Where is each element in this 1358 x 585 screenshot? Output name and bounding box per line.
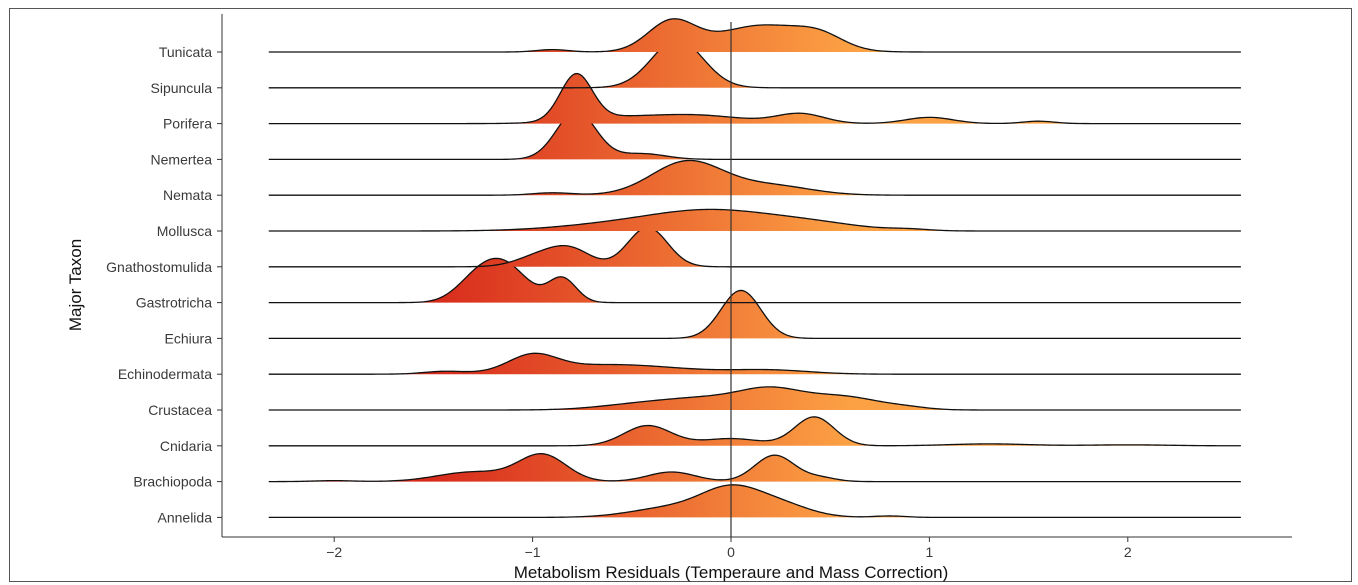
ridge-fill-gnathostomulida — [268, 227, 1241, 267]
x-tick-label: 2 — [1124, 544, 1132, 560]
ridge-line-porifera — [268, 72, 1241, 125]
ridge-line-annelida — [268, 484, 1241, 519]
y-axis-title: Major Taxon — [66, 239, 85, 331]
category-label-gnathostomulida: Gnathostomulida — [106, 259, 212, 275]
ridge-line-sipuncula — [268, 39, 1241, 89]
x-tick-label: 1 — [926, 544, 934, 560]
category-label-echinodermata: Echinodermata — [118, 366, 212, 382]
ridge-fill-cnidaria — [268, 416, 1241, 446]
category-label-crustacea: Crustacea — [148, 402, 212, 418]
x-tick-label: 0 — [727, 544, 735, 560]
ridge-fill-porifera — [268, 73, 1241, 124]
ridge-line-echiura — [268, 289, 1241, 340]
category-label-nemertea: Nemertea — [151, 151, 213, 167]
x-tick-label: −2 — [326, 544, 342, 560]
ridges-group — [268, 18, 1241, 519]
category-label-brachiopoda: Brachiopoda — [133, 474, 212, 490]
ridge-fill-mollusca — [268, 209, 1241, 231]
ridge-line-tunicata — [268, 18, 1241, 53]
category-label-echiura: Echiura — [165, 330, 213, 346]
category-label-tunicata: Tunicata — [159, 44, 212, 60]
ridge-line-echinodermata — [268, 352, 1241, 375]
x-tick-label: −1 — [525, 544, 541, 560]
ridge-fill-tunicata — [268, 18, 1241, 52]
category-label-mollusca: Mollusca — [157, 223, 212, 239]
ridge-line-mollusca — [268, 208, 1241, 232]
y-axis: Annelida Brachiopoda Cnidaria Crustacea Echi… — [106, 14, 223, 537]
ridge-fill-echinodermata — [268, 353, 1241, 375]
ridge-line-cnidaria — [268, 416, 1241, 447]
category-label-nemata: Nemata — [163, 187, 212, 203]
x-axis: −2 −1 0 1 2 — [222, 536, 1292, 560]
category-label-cnidaria: Cnidaria — [160, 438, 212, 454]
category-label-sipuncula: Sipuncula — [151, 80, 213, 96]
x-axis-title: Metabolism Residuals (Temperaure and Mas… — [514, 563, 949, 582]
category-label-porifera: Porifera — [163, 116, 212, 132]
ridge-fill-brachiopoda — [268, 453, 1241, 482]
ridge-line-gnathostomulida — [268, 226, 1241, 268]
ridge-fill-annelida — [268, 484, 1241, 518]
ridge-line-crustacea — [268, 386, 1241, 411]
ridge-line-brachiopoda — [268, 453, 1241, 483]
chart-panel — [9, 8, 1352, 582]
ridge-fill-nemata — [268, 160, 1241, 196]
category-label-annelida: Annelida — [158, 509, 213, 525]
ridge-fill-echiura — [268, 290, 1241, 339]
ridge-line-nemata — [268, 159, 1241, 196]
ridge-fill-gastrotricha — [268, 258, 1241, 303]
ridge-line-nemertea — [268, 110, 1241, 161]
category-label-gastrotricha: Gastrotricha — [136, 295, 212, 311]
ridge-line-gastrotricha — [268, 257, 1241, 304]
ridge-fill-crustacea — [268, 386, 1241, 410]
